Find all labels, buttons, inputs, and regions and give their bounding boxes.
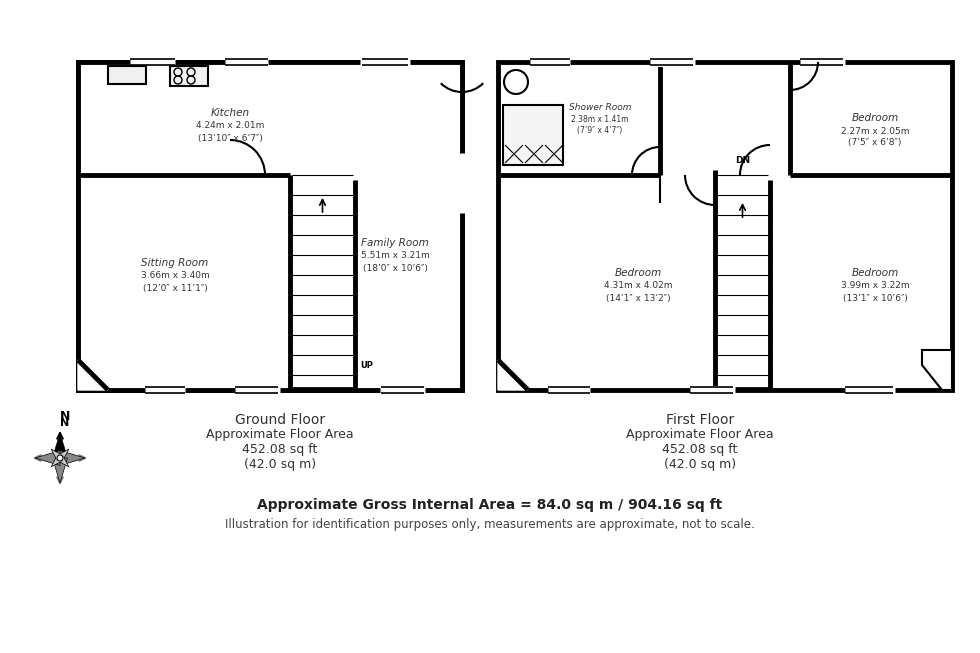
- Text: Bedroom: Bedroom: [852, 113, 899, 123]
- Text: Bedroom: Bedroom: [852, 268, 899, 278]
- Polygon shape: [53, 433, 68, 458]
- Text: Illustration for identification purposes only, measurements are approximate, not: Illustration for identification purposes…: [225, 518, 755, 531]
- Text: Kitchen: Kitchen: [211, 108, 250, 118]
- Text: (7’9″ x 4’7″): (7’9″ x 4’7″): [577, 125, 622, 135]
- Bar: [170, 66, 208, 86]
- Text: (14’1″ x 13’2″): (14’1″ x 13’2″): [606, 293, 670, 302]
- Text: Bedroom: Bedroom: [614, 268, 662, 278]
- Polygon shape: [51, 449, 63, 460]
- Text: 452.08 sq ft: 452.08 sq ft: [662, 443, 738, 456]
- Text: N: N: [61, 418, 70, 428]
- Text: (42.0 sq m): (42.0 sq m): [244, 458, 317, 471]
- Text: Approximate Floor Area: Approximate Floor Area: [206, 428, 354, 441]
- Bar: [78, 62, 462, 390]
- Text: 2.38m x 1.41m: 2.38m x 1.41m: [571, 114, 629, 123]
- Text: DN: DN: [735, 156, 750, 165]
- Polygon shape: [58, 449, 69, 460]
- Text: 4.24m x 2.01m: 4.24m x 2.01m: [196, 121, 265, 131]
- Polygon shape: [51, 455, 63, 467]
- Bar: [78, 62, 462, 390]
- Polygon shape: [922, 350, 952, 390]
- Text: Sitting Room: Sitting Room: [141, 258, 209, 268]
- Text: 3.66m x 3.40m: 3.66m x 3.40m: [140, 272, 210, 281]
- Text: (7’5″ x 6’8″): (7’5″ x 6’8″): [849, 138, 902, 148]
- Bar: [498, 62, 952, 390]
- Text: (13’1″ x 10’6″): (13’1″ x 10’6″): [843, 293, 907, 302]
- Text: (12’0″ x 11’1″): (12’0″ x 11’1″): [143, 283, 208, 293]
- Polygon shape: [78, 360, 108, 390]
- Text: Approximate Gross Internal Area = 84.0 sq m / 904.16 sq ft: Approximate Gross Internal Area = 84.0 s…: [258, 498, 722, 512]
- Text: 4.31m x 4.02m: 4.31m x 4.02m: [604, 281, 672, 291]
- Text: (13’10″ x 6’7″): (13’10″ x 6’7″): [198, 133, 263, 142]
- Text: 3.99m x 3.22m: 3.99m x 3.22m: [841, 281, 909, 291]
- Text: Family Room: Family Room: [361, 238, 429, 248]
- Polygon shape: [58, 455, 69, 467]
- Text: First Floor: First Floor: [665, 413, 734, 427]
- Text: 5.51m x 3.21m: 5.51m x 3.21m: [361, 251, 429, 261]
- Text: UP: UP: [360, 361, 372, 370]
- Bar: [503, 105, 563, 165]
- Circle shape: [57, 455, 63, 461]
- Polygon shape: [60, 451, 85, 466]
- Text: (42.0 sq m): (42.0 sq m): [663, 458, 736, 471]
- Polygon shape: [35, 451, 60, 466]
- Text: N: N: [60, 410, 71, 423]
- Bar: [108, 66, 146, 84]
- Text: 452.08 sq ft: 452.08 sq ft: [242, 443, 318, 456]
- Text: 2.27m x 2.05m: 2.27m x 2.05m: [841, 127, 909, 136]
- Text: (18’0″ x 10’6″): (18’0″ x 10’6″): [363, 264, 427, 272]
- Text: Approximate Floor Area: Approximate Floor Area: [626, 428, 774, 441]
- Text: Ground Floor: Ground Floor: [235, 413, 325, 427]
- Polygon shape: [53, 458, 68, 483]
- Text: Shower Room: Shower Room: [568, 103, 631, 112]
- Polygon shape: [498, 360, 528, 390]
